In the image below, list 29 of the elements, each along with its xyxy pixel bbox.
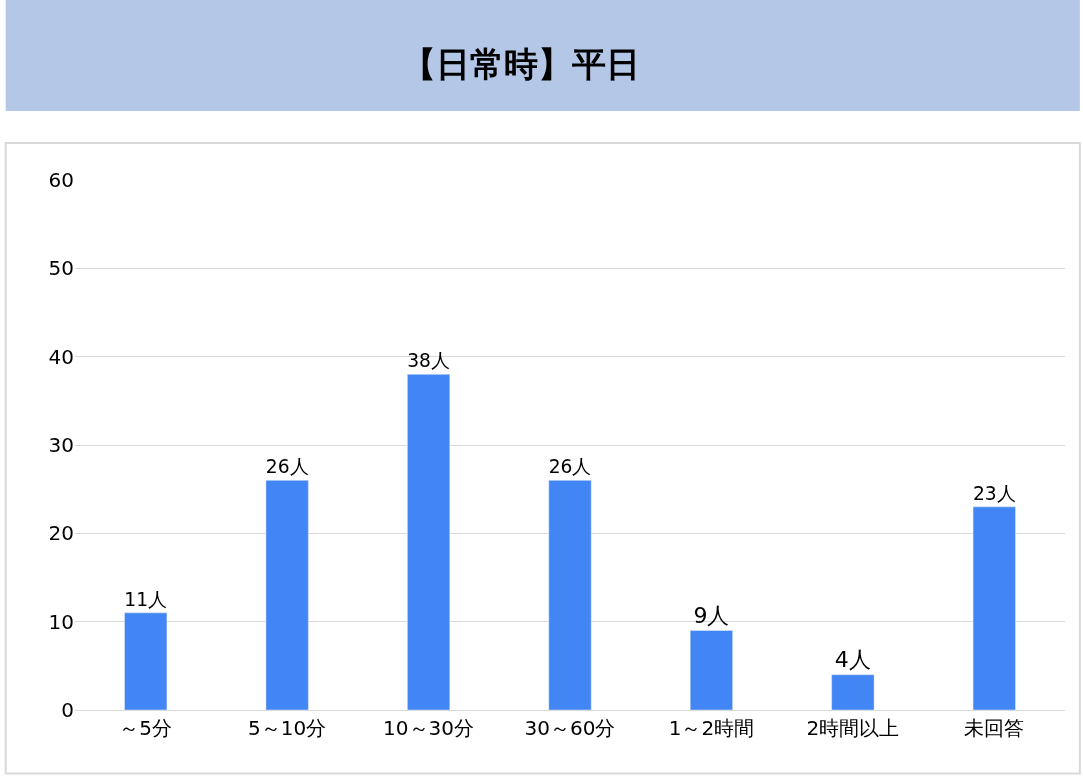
bar: [548, 480, 592, 710]
y-tick-label: 40: [48, 344, 74, 369]
data-label: 26人: [548, 456, 592, 478]
x-tick-label: 30～60分: [524, 716, 616, 740]
chart-title: 【日常時】平日: [402, 44, 640, 84]
bar: [407, 374, 451, 710]
x-tick-label: 10～30分: [383, 716, 475, 740]
y-tick-label: 30: [48, 433, 74, 457]
y-tick-label: 10: [48, 609, 74, 634]
x-tick-label: 未回答: [964, 716, 1025, 740]
data-label: 38人: [407, 350, 450, 372]
bar: [972, 506, 1016, 710]
x-tick-label: 2時間以上: [806, 716, 900, 740]
bar: [831, 674, 875, 710]
x-tick-label: 5～10分: [248, 716, 327, 740]
data-label: 23人: [972, 482, 1016, 504]
bar: [689, 630, 733, 710]
y-tick-label: 20: [48, 521, 74, 546]
data-label: 9人: [693, 602, 730, 628]
bar: [265, 480, 309, 710]
data-label: 11人: [124, 588, 168, 610]
data-label: 4人: [834, 646, 871, 672]
data-label: 26人: [265, 456, 309, 478]
y-tick-label: 50: [48, 256, 74, 281]
y-tick-label: 0: [61, 698, 74, 722]
bar: [124, 612, 168, 710]
x-tick-label: ～5分: [119, 716, 173, 740]
y-tick-label: 60: [48, 168, 74, 192]
x-tick-label: 1～2時間: [668, 716, 755, 740]
